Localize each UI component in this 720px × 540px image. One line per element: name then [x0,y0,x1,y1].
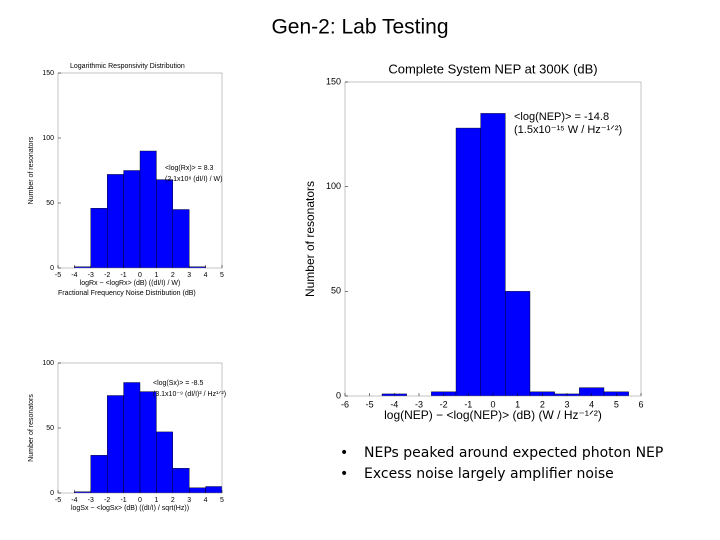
x-tick-label: -1 [120,272,126,279]
y-tick-label: 50 [46,200,54,207]
y-tick-label: 100 [42,135,54,142]
x-tick-label: 1 [154,272,158,279]
y-tick-label: 150 [326,76,341,86]
x-tick-label: 0 [138,272,142,279]
annotation: (1.5x10⁻¹⁵ W / Hz⁻¹ᐟ²) [514,124,622,136]
x-tick-label: 0 [138,497,142,504]
chart-title: Logarithmic Responsivity Distribution [70,63,185,70]
y-tick-label: 0 [336,390,341,400]
x-axis-label: logSx − <logSx> (dB) ((dI/I) / sqrt(Hz)) [71,505,189,512]
y-tick-label: 50 [331,286,341,296]
y-tick-label: 100 [326,181,341,191]
x-tick-label: 2 [171,272,175,279]
x-tick-label: 4 [589,399,594,409]
bullet: Excess noise largely amplifier noise [364,466,614,482]
y-tick-label: 0 [50,265,54,272]
x-tick-label: 1 [515,399,520,409]
x-tick-label: -3 [88,497,94,504]
annotation: (2.1x10⁸ (dI/I) / W) [165,176,222,183]
annotation: <log(NEP)> = -14.8 [514,111,609,123]
y-axis-label: Number of resonators [28,136,35,204]
annotation: <log(Rx)> = 8.3 [165,165,214,172]
slide-title: Gen-2: Lab Testing [271,16,448,39]
bar [172,468,190,493]
x-tick-label: 3 [564,399,569,409]
bar [123,382,141,493]
x-tick-label: -4 [71,272,77,279]
bullet-dot: • [340,445,348,461]
y-axis-label: Number of resonators [303,181,317,297]
bar [123,170,141,268]
bar [455,127,481,396]
bar [205,486,222,493]
x-tick-label: 4 [204,272,208,279]
bar [106,395,124,493]
x-tick-label: -4 [71,497,77,504]
x-tick-label: -5 [366,399,374,409]
x-axis-label: log(NEP) − <log(NEP)> (dB) (W / Hz⁻¹ᐟ²) [384,408,602,422]
x-tick-label: -2 [104,497,110,504]
x-tick-label: 1 [154,497,158,504]
bar [106,174,124,268]
bar [90,455,108,493]
bar [188,487,206,493]
bar [90,207,108,268]
x-tick-label: -6 [341,399,349,409]
x-axis-label: logRx − <logRx> (dB) ((dI/I) / W) [80,280,181,287]
bar [156,179,173,268]
y-tick-label: 0 [50,490,54,497]
x-tick-label: 3 [187,497,191,504]
x-tick-label: -1 [120,497,126,504]
y-tick-label: 100 [42,360,54,367]
y-tick-label: 150 [42,70,54,77]
y-tick-label: 50 [46,425,54,432]
bullet-dot: • [340,466,348,482]
x-tick-label: 0 [490,399,495,409]
y-axis-label: Number of resonators [28,394,35,462]
bar [139,150,157,268]
x-tick-label: -5 [55,497,61,504]
x-tick-label: 2 [540,399,545,409]
x-tick-label: 5 [614,399,619,409]
chart-title: Complete System NEP at 300K (dB) [388,61,597,76]
bar [156,431,173,493]
x-tick-label: -3 [415,399,423,409]
x-tick-label: 3 [187,272,191,279]
bar [505,291,531,396]
x-tick-label: -2 [440,399,448,409]
x-tick-label: 4 [204,497,208,504]
bar [139,391,157,493]
x-tick-label: -1 [464,399,472,409]
annotation: <log(Sx)> = -8.5 [153,380,203,387]
x-tick-label: 6 [638,399,643,409]
x-tick-label: 5 [220,272,224,279]
annotation: (3.1x10⁻⁹ (dI/I)² / Hz¹ᐟ²) [153,391,226,398]
x-tick-label: 2 [171,497,175,504]
x-tick-label: -5 [55,272,61,279]
x-tick-label: -2 [104,272,110,279]
x-tick-label: 5 [220,497,224,504]
x-tick-label: -3 [88,272,94,279]
bar [480,113,506,396]
bar [172,209,190,268]
chart-title: Fractional Frequency Noise Distribution … [58,290,196,297]
bullet: NEPs peaked around expected photon NEP [364,445,663,461]
x-tick-label: -4 [390,399,398,409]
